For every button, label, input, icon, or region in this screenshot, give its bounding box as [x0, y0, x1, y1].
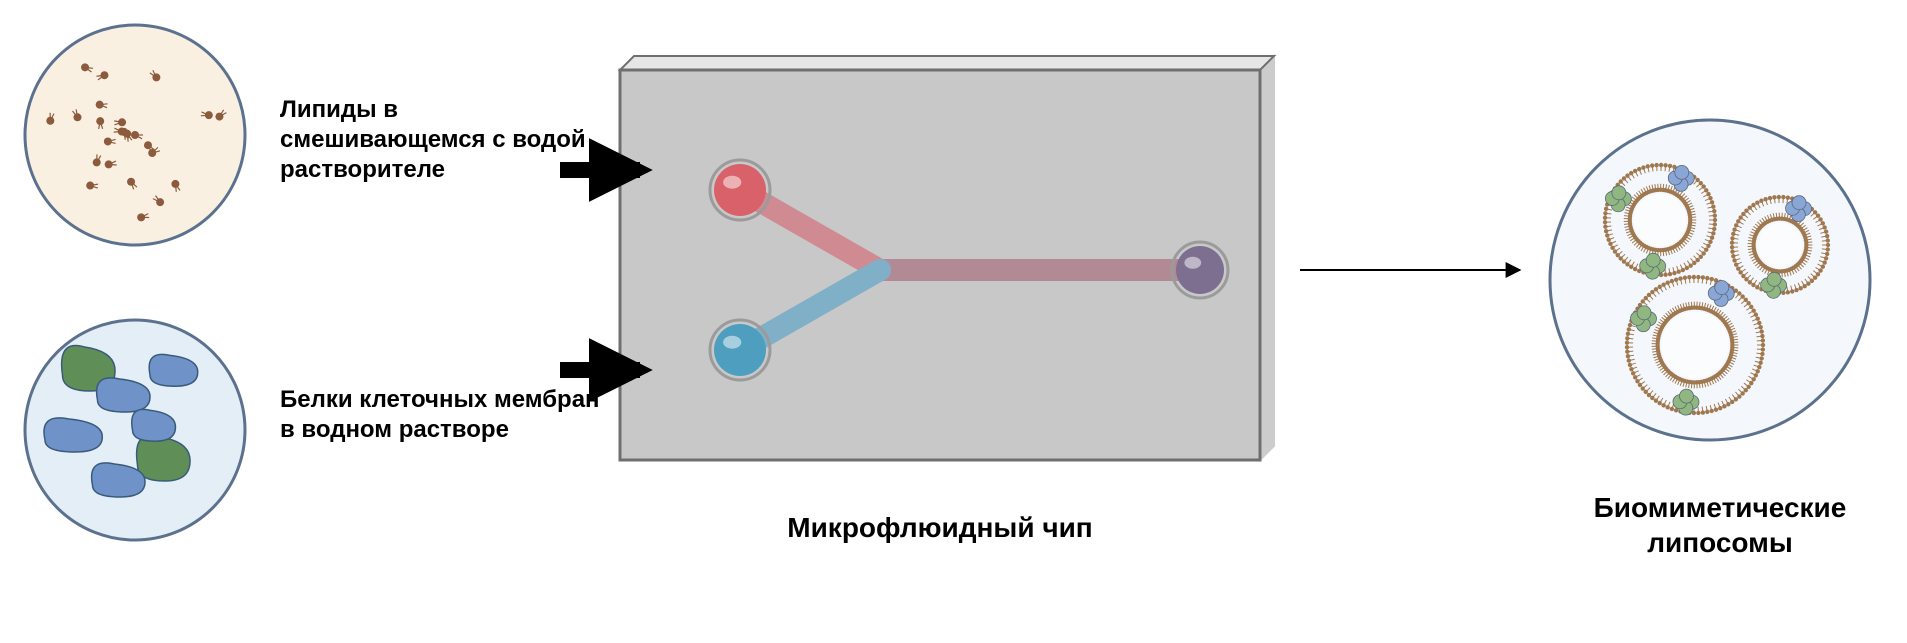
protein-input-circle [25, 320, 245, 540]
output: Биомиметические липосомы [1560, 490, 1880, 560]
lipids: Липиды в смешивающемся с водой растворит… [280, 95, 600, 185]
microfluidic-chip [620, 56, 1274, 460]
lipid-input-circle [25, 25, 245, 245]
chip: Микрофлюидный чип [760, 510, 1120, 545]
proteins: Белки клеточных мембран в водном раствор… [280, 385, 600, 445]
output-liposomes-circle [1550, 120, 1870, 440]
